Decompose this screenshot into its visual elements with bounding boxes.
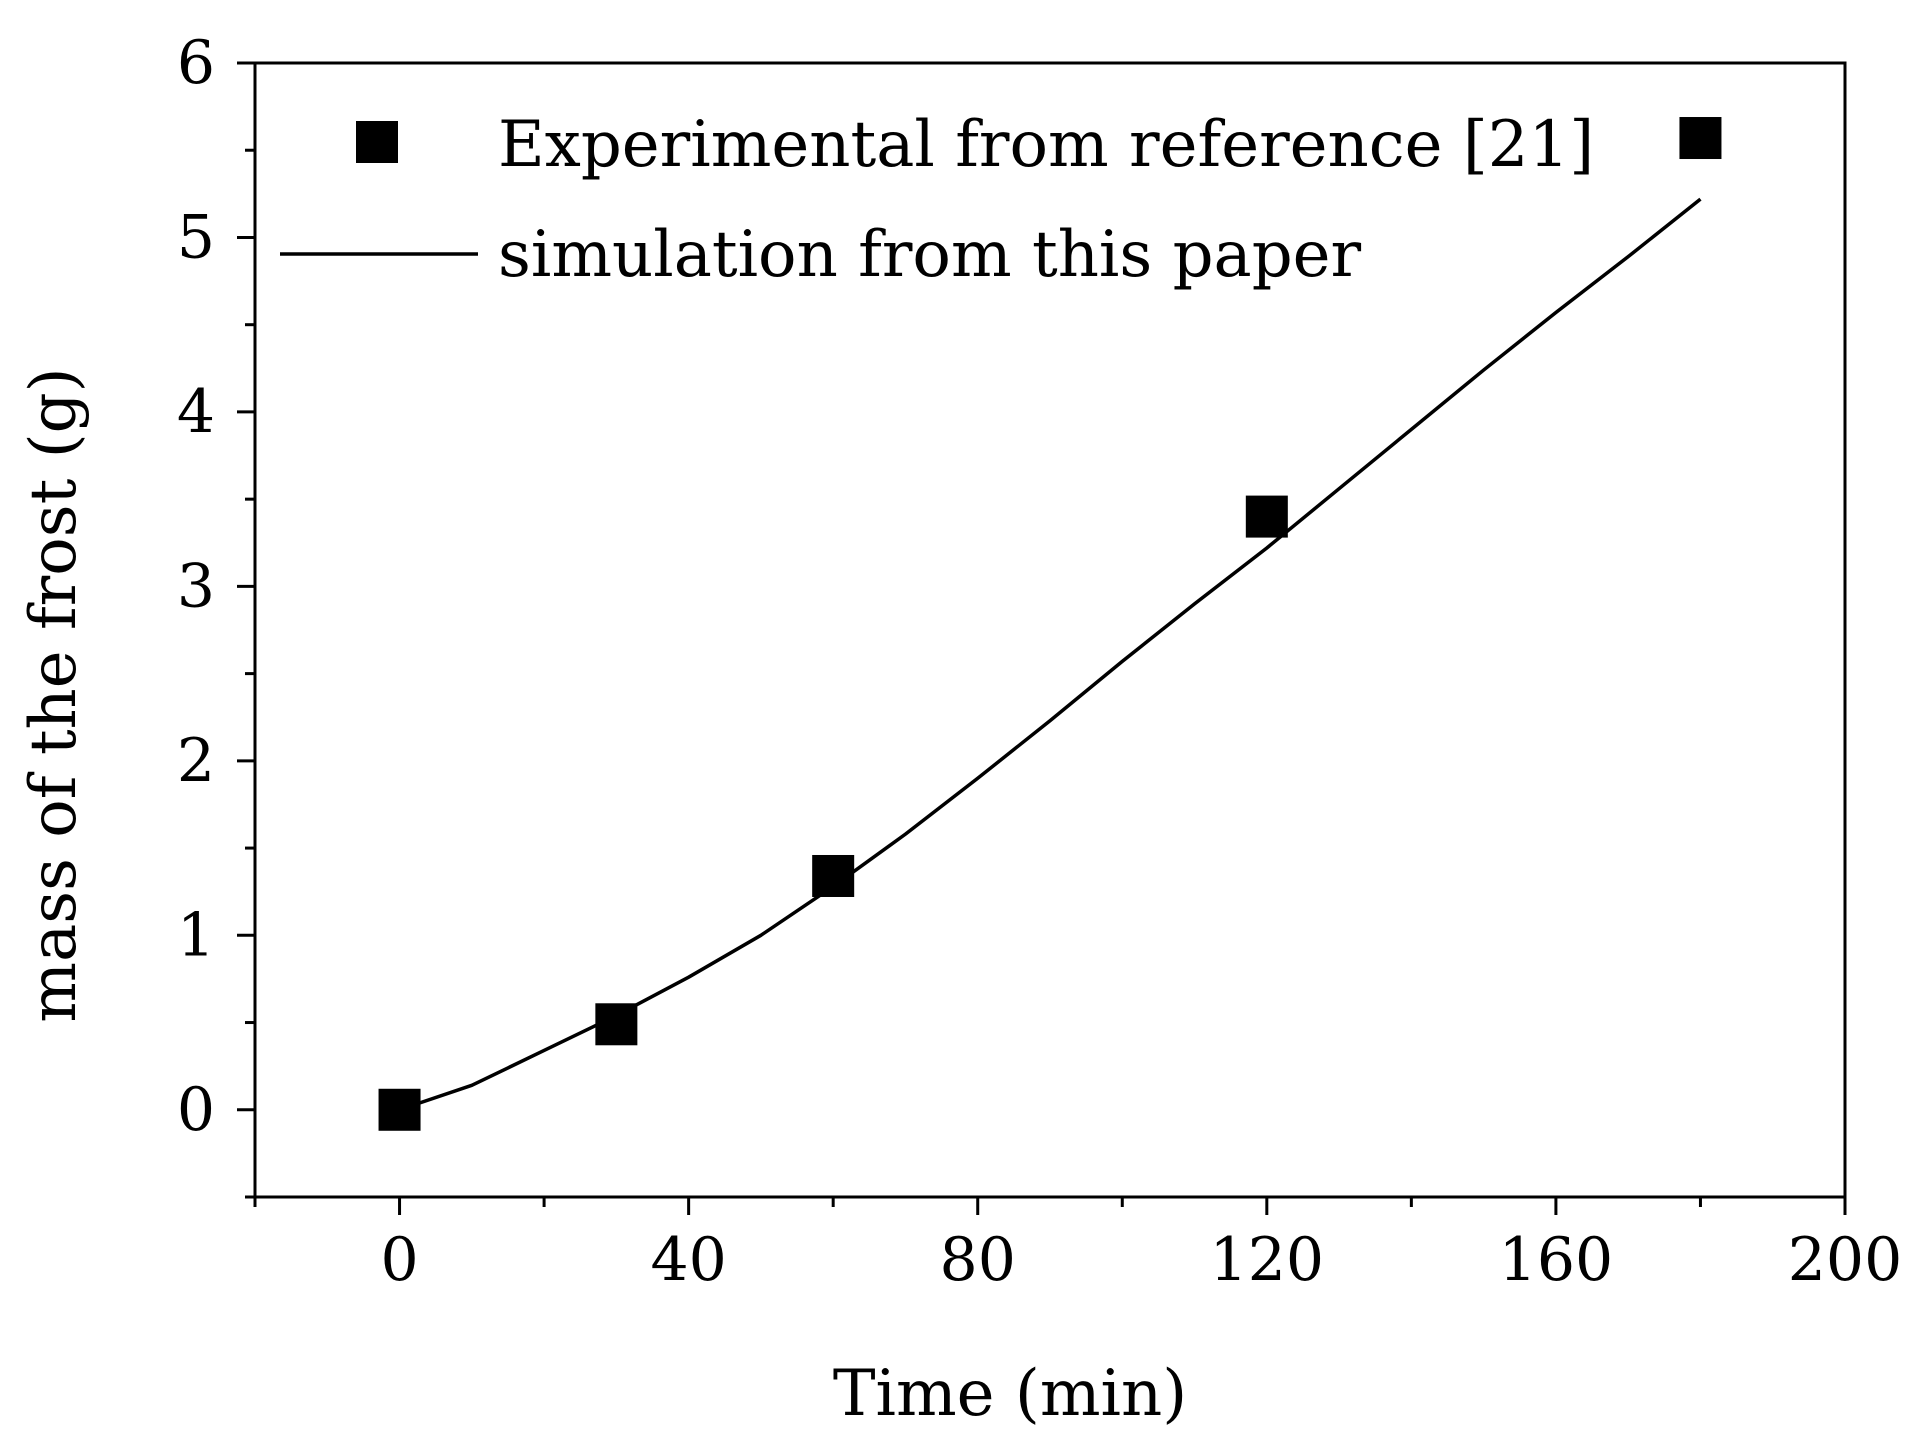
legend-marker-experimental [356,121,398,163]
experimental-point [812,854,855,897]
y-tick-label: 4 [177,377,215,447]
legend-label-experimental: Experimental from reference [21] [498,108,1594,182]
y-tick-label: 6 [177,28,215,98]
x-tick-label: 40 [650,1225,726,1295]
plot-frame [253,61,1847,1199]
x-tick-label: 0 [380,1225,418,1295]
legend-label-simulation: simulation from this paper [498,218,1362,292]
y-axis-title: mass of the frost (g) [17,367,91,1022]
x-tick-label: 80 [940,1225,1016,1295]
experimental-point [1245,495,1288,538]
x-axis-title: Time (min) [833,1357,1187,1431]
y-tick-label: 1 [177,900,215,970]
x-tick-label: 160 [1499,1225,1614,1295]
experimental-point [378,1088,421,1131]
y-tick-label: 3 [177,551,215,621]
y-tick-label: 2 [177,726,215,796]
experimental-point [1679,117,1722,160]
x-tick-label: 120 [1210,1225,1325,1295]
experimental-point [595,1003,638,1046]
y-tick-label: 5 [177,202,215,272]
y-tick-label: 0 [177,1075,215,1145]
simulation-series-line [398,197,1702,1112]
x-tick-label: 200 [1788,1225,1903,1295]
